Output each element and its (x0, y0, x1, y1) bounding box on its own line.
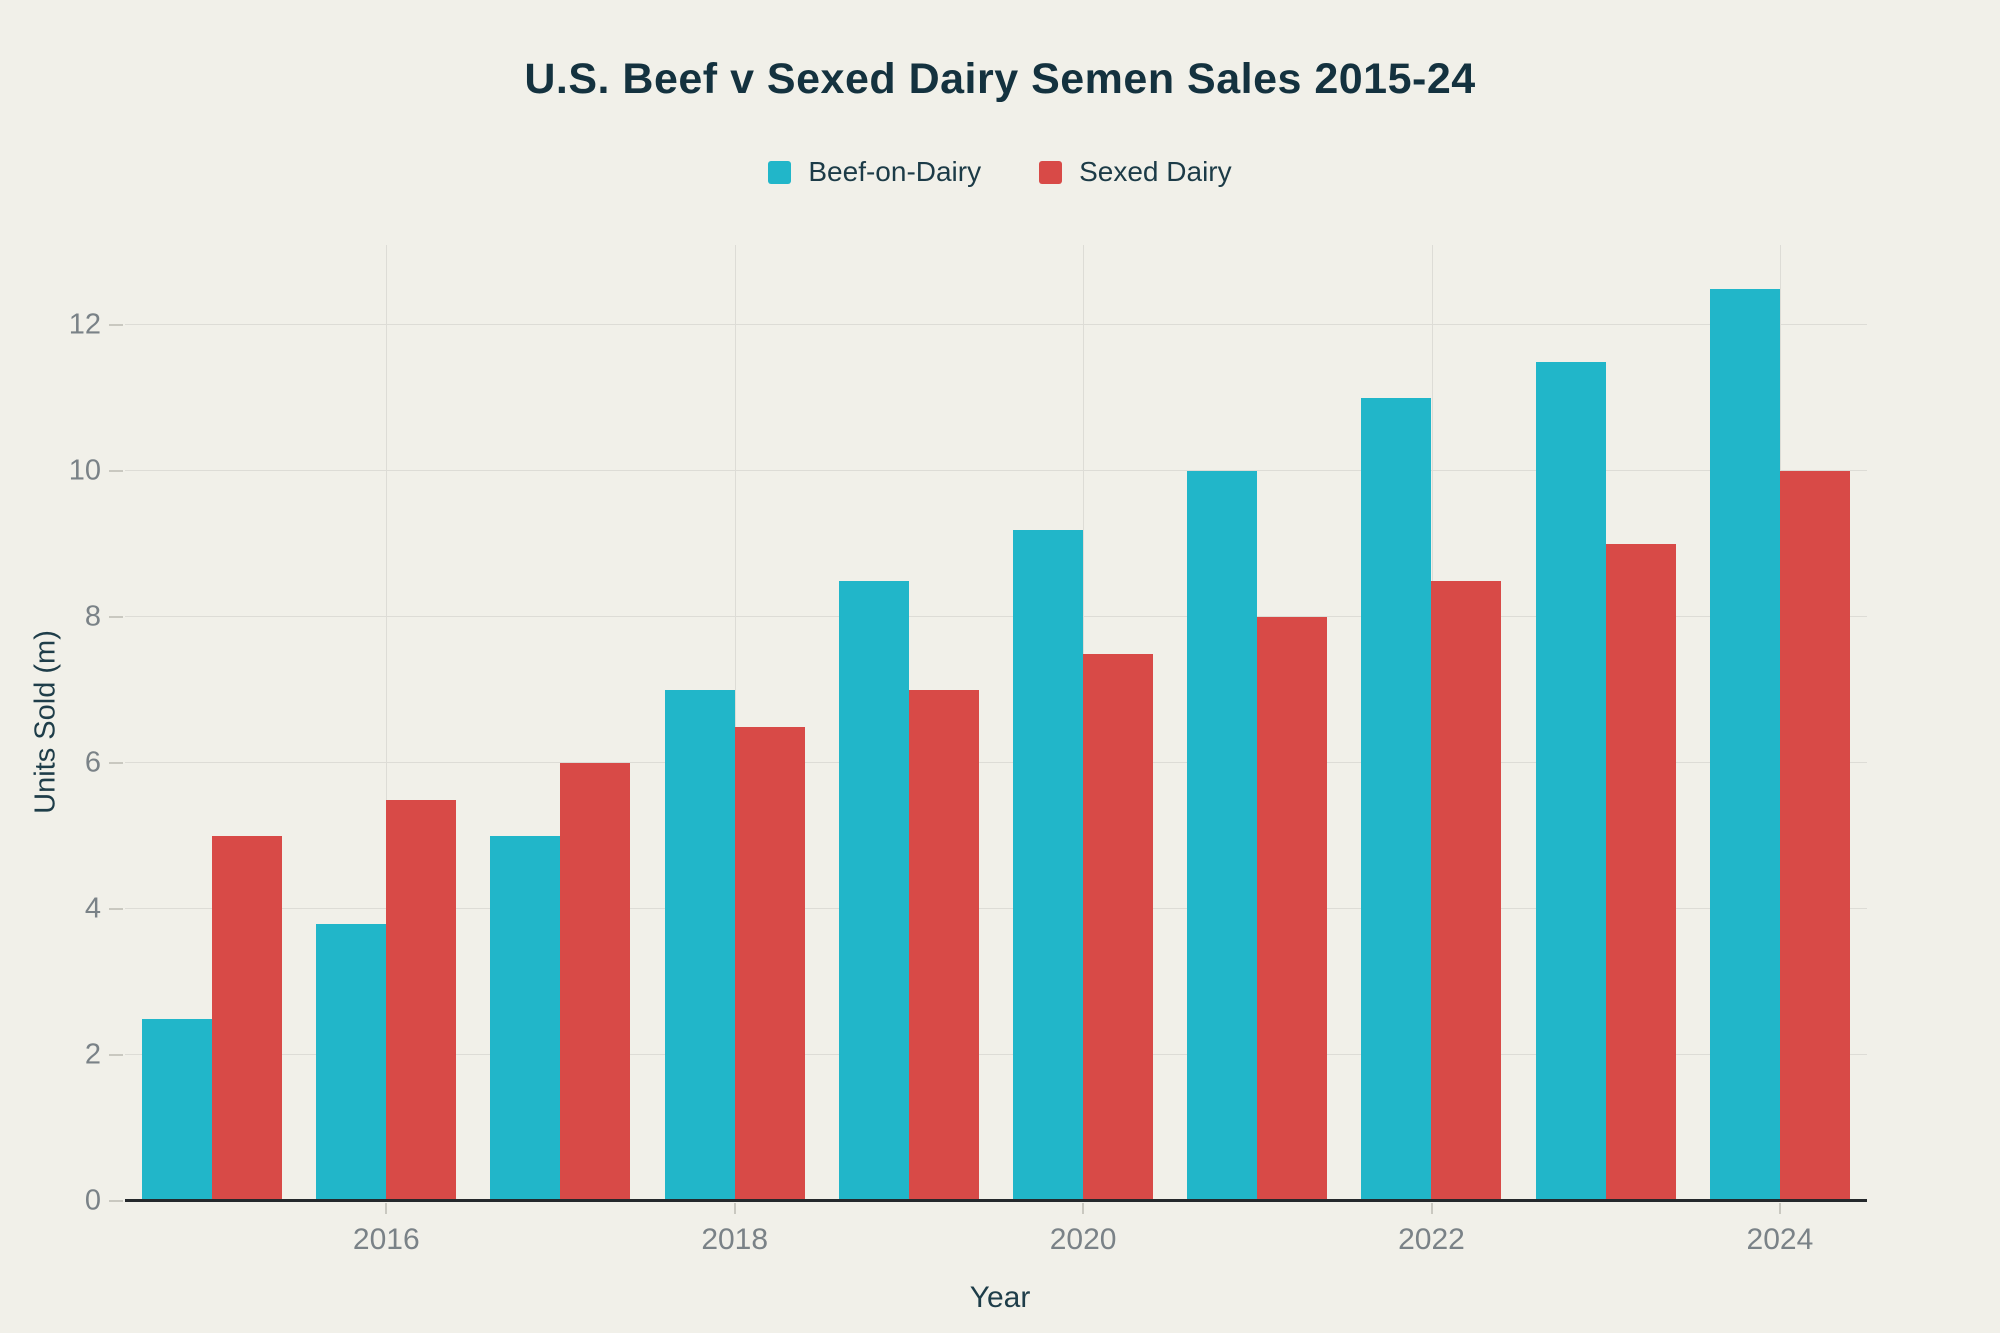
y-tick-label: 2 (84, 1038, 101, 1071)
bar (490, 836, 561, 1201)
y-tick-mark (109, 470, 123, 473)
x-axis-title: Year (969, 1281, 1031, 1314)
chart-title: U.S. Beef v Sexed Dairy Semen Sales 2015… (524, 55, 1476, 103)
x-tick-mark (1082, 1203, 1085, 1214)
horizontal-gridline (125, 1054, 1867, 1056)
x-tick-mark (1778, 1203, 1781, 1214)
y-tick-label: 0 (84, 1184, 101, 1217)
legend-swatch (768, 160, 792, 184)
x-tick-mark (385, 1203, 388, 1214)
y-tick-label: 12 (68, 308, 101, 341)
x-tick-label: 2022 (1398, 1223, 1465, 1256)
bar (386, 799, 457, 1201)
bar (734, 726, 805, 1201)
bar (1709, 288, 1780, 1201)
y-tick-mark (109, 324, 123, 327)
horizontal-gridline (125, 762, 1867, 764)
legend-swatch (1039, 160, 1063, 184)
horizontal-gridline (125, 470, 1867, 472)
horizontal-gridline (125, 324, 1867, 326)
plot-area: 0 2 4 6 8 10 12 2016 2018 2020 2022 2024 (69, 245, 1867, 1256)
legend: Beef-on-Dairy Sexed Dairy (0, 156, 2000, 188)
x-tick-label: 2016 (352, 1223, 420, 1256)
x-tick-mark (733, 1203, 736, 1214)
y-tick-label: 10 (68, 454, 101, 487)
y-tick-label: 6 (84, 746, 101, 779)
bar-group (996, 245, 1170, 1201)
bar (1013, 529, 1084, 1201)
y-axis-title: Units Sold (m) (29, 630, 62, 814)
bar-group (1170, 245, 1344, 1201)
bar (1535, 361, 1606, 1201)
bar-group (1344, 245, 1518, 1201)
y-tick-mark (109, 1054, 123, 1057)
y-tick-mark (109, 1200, 123, 1202)
bar-group (299, 245, 473, 1201)
y-tick-label: 8 (84, 600, 101, 633)
bar (316, 923, 387, 1201)
legend-label: Sexed Dairy (1079, 156, 1232, 187)
bar (838, 580, 909, 1201)
bar-group (648, 245, 822, 1201)
bar (1605, 544, 1676, 1201)
legend-item: Sexed Dairy (1039, 156, 1232, 188)
bar (1257, 617, 1328, 1201)
bar-group (1693, 245, 1867, 1201)
vertical-gridline (734, 245, 736, 1201)
bar (212, 836, 283, 1201)
y-tick-mark (109, 616, 123, 619)
bar (1187, 471, 1258, 1201)
bar (1779, 471, 1850, 1201)
x-tick-mark (1430, 1203, 1433, 1214)
bar (142, 1018, 213, 1201)
vertical-gridline (386, 245, 388, 1201)
bar (1083, 653, 1154, 1201)
y-tick-label: 4 (84, 892, 101, 925)
bar (908, 690, 979, 1201)
bar (664, 690, 735, 1201)
x-axis-line (125, 1199, 1867, 1202)
bar (560, 763, 631, 1201)
horizontal-gridline (125, 908, 1867, 910)
x-tick-label: 2020 (1049, 1223, 1117, 1256)
bar-group (473, 245, 647, 1201)
legend-item: Beef-on-Dairy (768, 156, 981, 188)
bar (1361, 398, 1432, 1201)
bar-group (1519, 245, 1693, 1201)
y-tick-mark (109, 762, 123, 765)
x-tick-label: 2018 (701, 1223, 769, 1256)
y-tick-mark (109, 908, 123, 911)
legend-label: Beef-on-Dairy (808, 156, 982, 187)
bar-group (125, 245, 299, 1201)
bar-group (822, 245, 996, 1201)
horizontal-gridline (125, 616, 1867, 618)
bar (1431, 580, 1502, 1201)
x-tick-label: 2024 (1746, 1223, 1814, 1256)
